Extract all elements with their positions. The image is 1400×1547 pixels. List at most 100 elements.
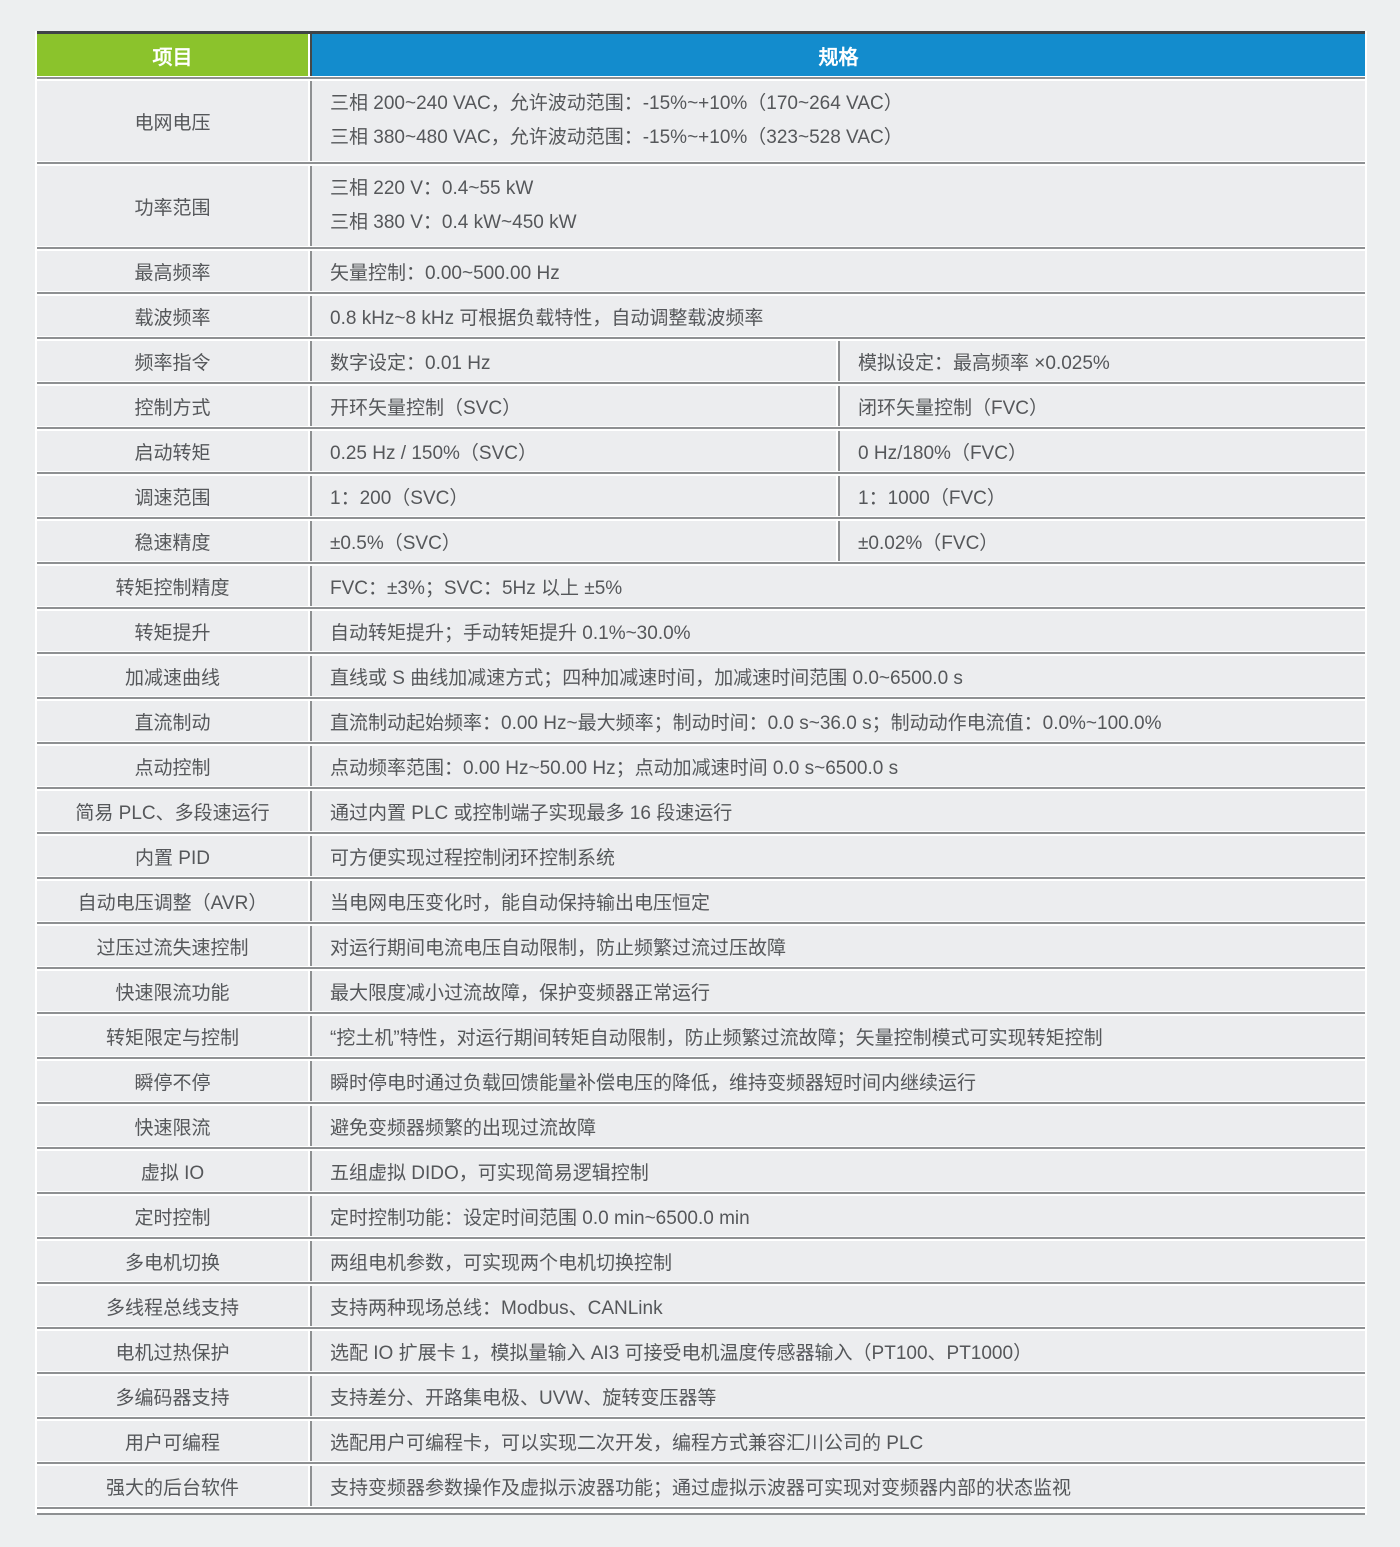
item-cell: 定时控制 bbox=[37, 1196, 308, 1236]
table-row: 加减速曲线 直线或 S 曲线加减速方式；四种加减速时间，加减速时间范围 0.0~… bbox=[37, 652, 1365, 696]
item-cell: 稳速精度 bbox=[37, 521, 308, 561]
table-row: 虚拟 IO 五组虚拟 DIDO，可实现简易逻辑控制 bbox=[37, 1147, 1365, 1191]
item-cell: 多线程总线支持 bbox=[37, 1286, 308, 1326]
spec-cell-left: 0.25 Hz / 150%（SVC） bbox=[310, 431, 836, 471]
table-row: 简易 PLC、多段速运行 通过内置 PLC 或控制端子实现最多 16 段速运行 bbox=[37, 787, 1365, 831]
spec-cell: 矢量控制：0.00~500.00 Hz bbox=[310, 251, 1365, 291]
table-row: 快速限流功能 最大限度减小过流故障，保护变频器正常运行 bbox=[37, 967, 1365, 1011]
spec-cell: 点动频率范围：0.00 Hz~50.00 Hz；点动加减速时间 0.0 s~65… bbox=[310, 746, 1365, 786]
spec-line: 三相 200~240 VAC，允许波动范围：-15%~+10%（170~264 … bbox=[330, 93, 903, 114]
table-row: 点动控制 点动频率范围：0.00 Hz~50.00 Hz；点动加减速时间 0.0… bbox=[37, 742, 1365, 786]
item-cell: 点动控制 bbox=[37, 746, 308, 786]
table-top-border bbox=[37, 31, 1365, 34]
spec-cell: “挖土机”特性，对运行期间转矩自动限制，防止频繁过流故障；矢量控制模式可实现转矩… bbox=[310, 1016, 1365, 1056]
spec-cell-left: 1：200（SVC） bbox=[310, 476, 836, 516]
spec-cell: 对运行期间电流电压自动限制，防止频繁过流过压故障 bbox=[310, 926, 1365, 966]
table-row: 强大的后台软件 支持变频器参数操作及虚拟示波器功能；通过虚拟示波器可实现对变频器… bbox=[37, 1462, 1365, 1506]
spec-cell-left: 数字设定：0.01 Hz bbox=[310, 341, 836, 381]
item-cell: 电机过热保护 bbox=[37, 1331, 308, 1371]
table-row: 电网电压 三相 200~240 VAC，允许波动范围：-15%~+10%（170… bbox=[37, 77, 1365, 161]
item-cell: 虚拟 IO bbox=[37, 1151, 308, 1191]
spec-cell: 三相 220 V：0.4~55 kW 三相 380 V：0.4 kW~450 k… bbox=[310, 166, 1365, 246]
spec-cell-left: ±0.5%（SVC） bbox=[310, 521, 836, 561]
spec-cell: 定时控制功能：设定时间范围 0.0 min~6500.0 min bbox=[310, 1196, 1365, 1236]
table-row: 电机过热保护 选配 IO 扩展卡 1，模拟量输入 AI3 可接受电机温度传感器输… bbox=[37, 1327, 1365, 1371]
table-row: 控制方式 开环矢量控制（SVC） 闭环矢量控制（FVC） bbox=[37, 382, 1365, 426]
item-cell: 简易 PLC、多段速运行 bbox=[37, 791, 308, 831]
table-row: 转矩限定与控制 “挖土机”特性，对运行期间转矩自动限制，防止频繁过流故障；矢量控… bbox=[37, 1012, 1365, 1056]
item-cell: 启动转矩 bbox=[37, 431, 308, 471]
item-cell: 过压过流失速控制 bbox=[37, 926, 308, 966]
table-header: 项目 规格 bbox=[37, 34, 1365, 76]
item-cell: 快速限流 bbox=[37, 1106, 308, 1146]
spec-cell: 选配用户可编程卡，可以实现二次开发，编程方式兼容汇川公司的 PLC bbox=[310, 1421, 1365, 1461]
table-row: 直流制动 直流制动起始频率：0.00 Hz~最大频率；制动时间：0.0 s~36… bbox=[37, 697, 1365, 741]
spec-cell: 直线或 S 曲线加减速方式；四种加减速时间，加减速时间范围 0.0~6500.0… bbox=[310, 656, 1365, 696]
spec-cell: 通过内置 PLC 或控制端子实现最多 16 段速运行 bbox=[310, 791, 1365, 831]
spec-line: 三相 220 V：0.4~55 kW bbox=[330, 178, 534, 199]
spec-table: 项目 规格 电网电压 三相 200~240 VAC，允许波动范围：-15%~+1… bbox=[35, 31, 1367, 1515]
table-row: 快速限流 避免变频器频繁的出现过流故障 bbox=[37, 1102, 1365, 1146]
header-spec-label: 规格 bbox=[310, 34, 1365, 76]
spec-cell: 避免变频器频繁的出现过流故障 bbox=[310, 1106, 1365, 1146]
item-cell: 加减速曲线 bbox=[37, 656, 308, 696]
table-row: 多编码器支持 支持差分、开路集电极、UVW、旋转变压器等 bbox=[37, 1372, 1365, 1416]
item-cell: 自动电压调整（AVR） bbox=[37, 881, 308, 921]
spec-line: 三相 380 V：0.4 kW~450 kW bbox=[330, 212, 577, 233]
spec-cell: 选配 IO 扩展卡 1，模拟量输入 AI3 可接受电机温度传感器输入（PT100… bbox=[310, 1331, 1365, 1371]
item-cell: 转矩提升 bbox=[37, 611, 308, 651]
spec-cell-right: 1：1000（FVC） bbox=[838, 476, 1365, 516]
spec-cell: 瞬时停电时通过负载回馈能量补偿电压的降低，维持变频器短时间内继续运行 bbox=[310, 1061, 1365, 1101]
table-row: 频率指令 数字设定：0.01 Hz 模拟设定：最高频率 ×0.025% bbox=[37, 337, 1365, 381]
header-item-label: 项目 bbox=[37, 34, 308, 76]
table-row: 瞬停不停 瞬时停电时通过负载回馈能量补偿电压的降低，维持变频器短时间内继续运行 bbox=[37, 1057, 1365, 1101]
table-row: 最高频率 矢量控制：0.00~500.00 Hz bbox=[37, 247, 1365, 291]
item-cell: 瞬停不停 bbox=[37, 1061, 308, 1101]
table-row: 用户可编程 选配用户可编程卡，可以实现二次开发，编程方式兼容汇川公司的 PLC bbox=[37, 1417, 1365, 1461]
table-row: 启动转矩 0.25 Hz / 150%（SVC） 0 Hz/180%（FVC） bbox=[37, 427, 1365, 471]
item-cell: 控制方式 bbox=[37, 386, 308, 426]
spec-cell: 三相 200~240 VAC，允许波动范围：-15%~+10%（170~264 … bbox=[310, 81, 1365, 161]
spec-cell: 支持差分、开路集电极、UVW、旋转变压器等 bbox=[310, 1376, 1365, 1416]
spec-cell-right: ±0.02%（FVC） bbox=[838, 521, 1365, 561]
table-row: 内置 PID 可方便实现过程控制闭环控制系统 bbox=[37, 832, 1365, 876]
spec-line: 三相 380~480 VAC，允许波动范围：-15%~+10%（323~528 … bbox=[330, 127, 903, 148]
spec-cell: 最大限度减小过流故障，保护变频器正常运行 bbox=[310, 971, 1365, 1011]
table-row: 调速范围 1：200（SVC） 1：1000（FVC） bbox=[37, 472, 1365, 516]
spec-cell: 自动转矩提升；手动转矩提升 0.1%~30.0% bbox=[310, 611, 1365, 651]
spec-cell: 当电网电压变化时，能自动保持输出电压恒定 bbox=[310, 881, 1365, 921]
item-cell: 转矩限定与控制 bbox=[37, 1016, 308, 1056]
spec-cell: 可方便实现过程控制闭环控制系统 bbox=[310, 836, 1365, 876]
item-cell: 强大的后台软件 bbox=[37, 1466, 308, 1506]
spec-cell: 五组虚拟 DIDO，可实现简易逻辑控制 bbox=[310, 1151, 1365, 1191]
table-bottom-line bbox=[37, 1507, 1365, 1509]
table-row: 多电机切换 两组电机参数，可实现两个电机切换控制 bbox=[37, 1237, 1365, 1281]
table-row: 过压过流失速控制 对运行期间电流电压自动限制，防止频繁过流过压故障 bbox=[37, 922, 1365, 966]
item-cell: 内置 PID bbox=[37, 836, 308, 876]
item-cell: 频率指令 bbox=[37, 341, 308, 381]
item-cell: 多编码器支持 bbox=[37, 1376, 308, 1416]
item-cell: 功率范围 bbox=[37, 166, 308, 246]
table-row: 转矩控制精度 FVC：±3%；SVC：5Hz 以上 ±5% bbox=[37, 562, 1365, 606]
table-row: 定时控制 定时控制功能：设定时间范围 0.0 min~6500.0 min bbox=[37, 1192, 1365, 1236]
table-row: 稳速精度 ±0.5%（SVC） ±0.02%（FVC） bbox=[37, 517, 1365, 561]
table-row: 多线程总线支持 支持两种现场总线：Modbus、CANLink bbox=[37, 1282, 1365, 1326]
item-cell: 多电机切换 bbox=[37, 1241, 308, 1281]
table-row: 功率范围 三相 220 V：0.4~55 kW 三相 380 V：0.4 kW~… bbox=[37, 162, 1365, 246]
spec-cell: 支持两种现场总线：Modbus、CANLink bbox=[310, 1286, 1365, 1326]
item-cell: 快速限流功能 bbox=[37, 971, 308, 1011]
spec-cell-left: 开环矢量控制（SVC） bbox=[310, 386, 836, 426]
item-cell: 最高频率 bbox=[37, 251, 308, 291]
spec-cell-right: 0 Hz/180%（FVC） bbox=[838, 431, 1365, 471]
item-cell: 直流制动 bbox=[37, 701, 308, 741]
spec-cell: 两组电机参数，可实现两个电机切换控制 bbox=[310, 1241, 1365, 1281]
table-bottom-line bbox=[37, 1513, 1365, 1515]
spec-cell: FVC：±3%；SVC：5Hz 以上 ±5% bbox=[310, 566, 1365, 606]
spec-cell: 0.8 kHz~8 kHz 可根据负载特性，自动调整载波频率 bbox=[310, 296, 1365, 336]
table-row: 转矩提升 自动转矩提升；手动转矩提升 0.1%~30.0% bbox=[37, 607, 1365, 651]
item-cell: 转矩控制精度 bbox=[37, 566, 308, 606]
spec-cell: 直流制动起始频率：0.00 Hz~最大频率；制动时间：0.0 s~36.0 s；… bbox=[310, 701, 1365, 741]
table-row: 载波频率 0.8 kHz~8 kHz 可根据负载特性，自动调整载波频率 bbox=[37, 292, 1365, 336]
item-cell: 用户可编程 bbox=[37, 1421, 308, 1461]
item-cell: 调速范围 bbox=[37, 476, 308, 516]
